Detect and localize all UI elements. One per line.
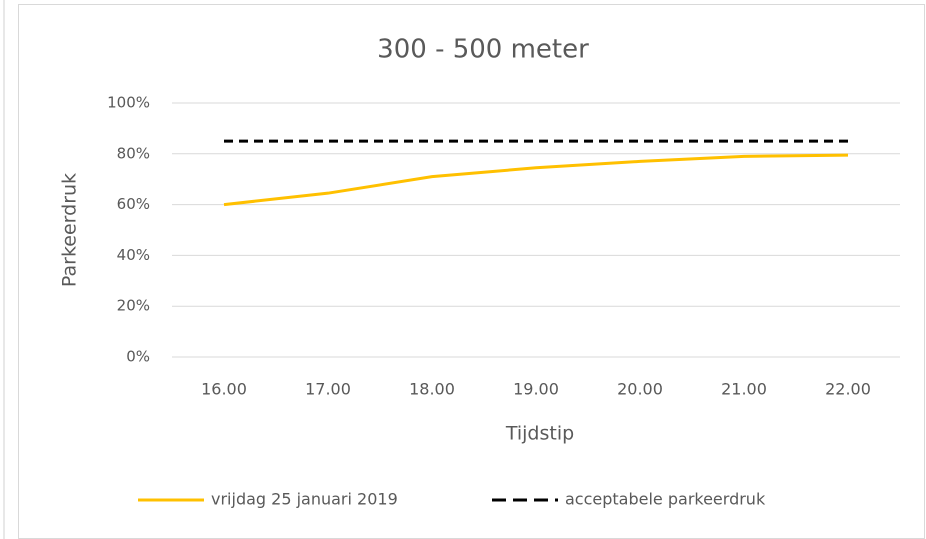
y-axis-label: Parkeerdruk	[59, 173, 81, 287]
legend-label: vrijdag 25 januari 2019	[211, 490, 398, 509]
y-tick-label: 20%	[117, 297, 150, 315]
chart-frame	[18, 4, 925, 539]
y-tick-label: 80%	[117, 144, 150, 162]
legend-label: acceptabele parkeerdruk	[565, 490, 766, 509]
y-tick-label: 40%	[117, 246, 150, 264]
y-tick-label: 60%	[117, 195, 150, 213]
chart-title: 300 - 500 meter	[377, 35, 589, 65]
x-tick-label: 19.00	[513, 380, 559, 399]
x-tick-label: 20.00	[617, 380, 663, 399]
x-tick-label: 18.00	[409, 380, 455, 399]
x-tick-label: 17.00	[305, 380, 351, 399]
y-tick-label: 0%	[126, 348, 150, 366]
x-tick-label: 16.00	[201, 380, 247, 399]
y-tick-label: 100%	[107, 94, 150, 112]
x-tick-label: 21.00	[721, 380, 767, 399]
x-tick-label: 22.00	[825, 380, 871, 399]
x-axis-label: Tijdstip	[505, 423, 574, 445]
series-line	[223, 153, 849, 207]
